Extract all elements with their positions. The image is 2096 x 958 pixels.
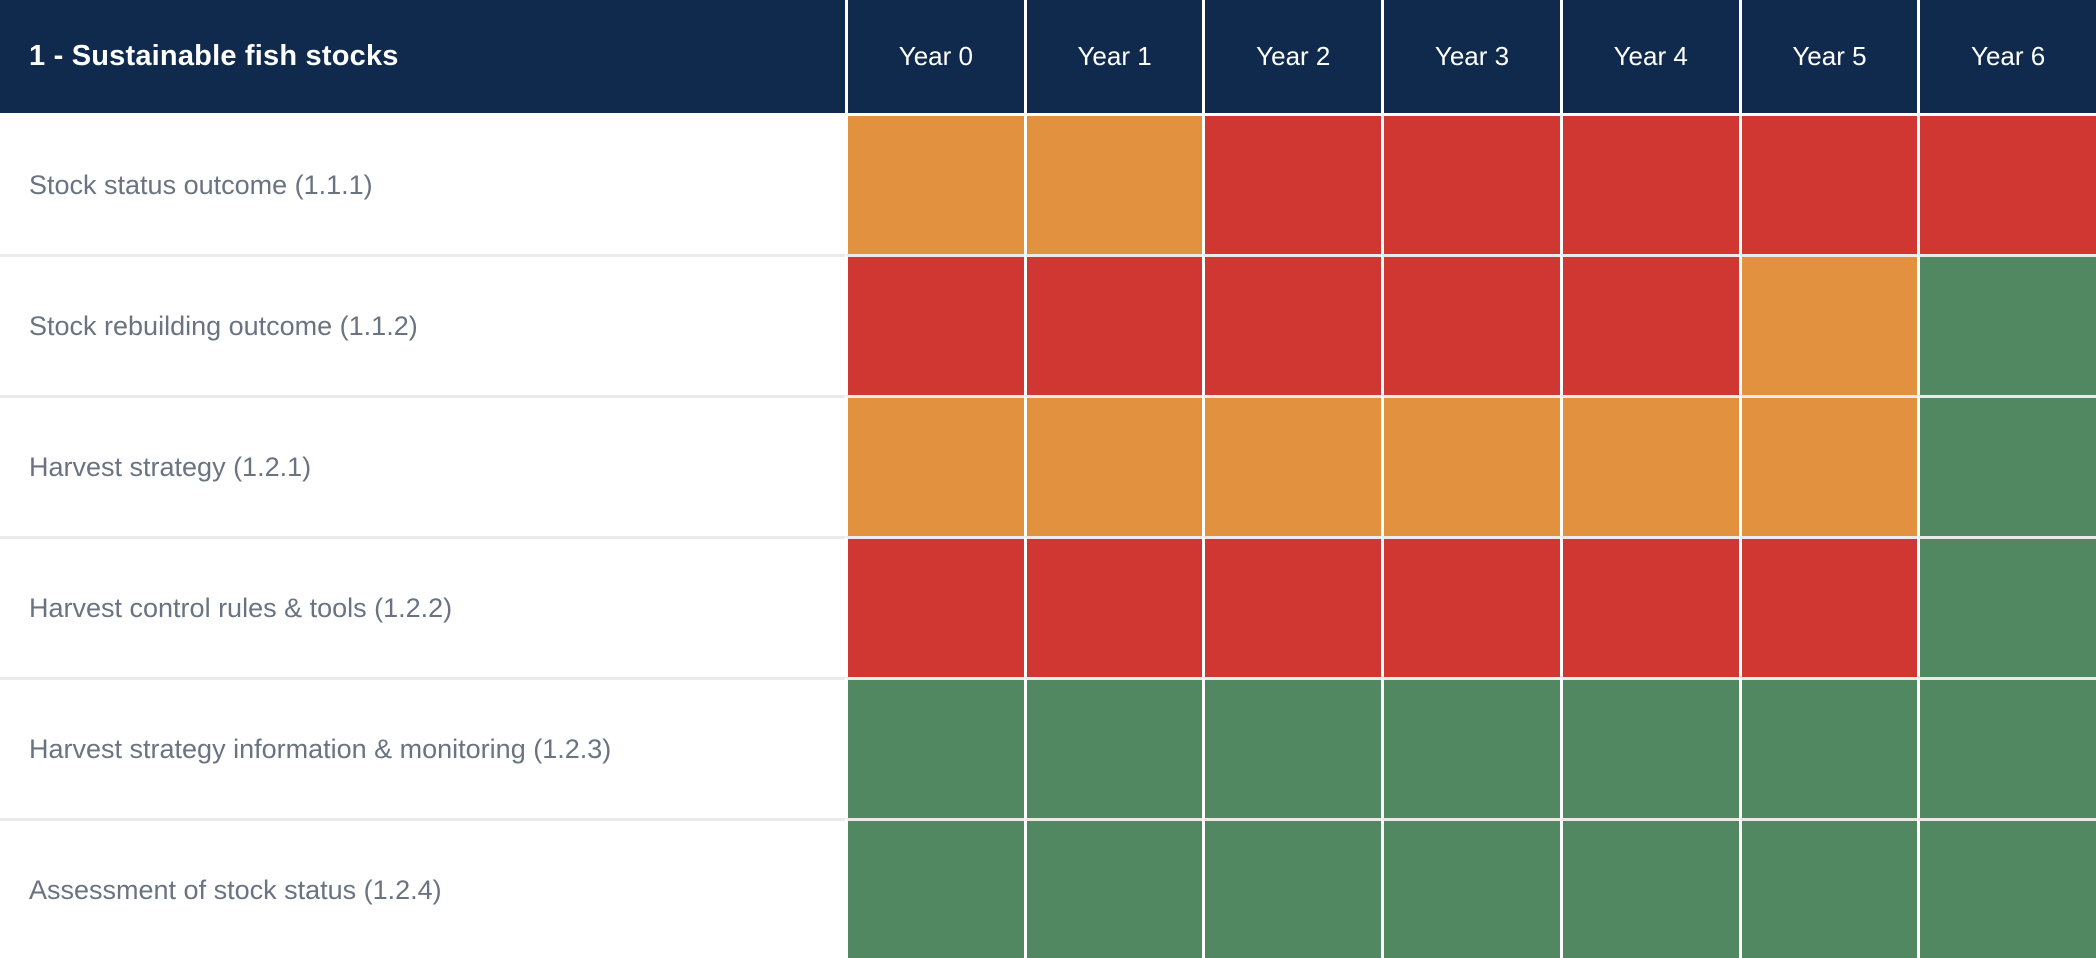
- status-cell: [1738, 818, 1918, 958]
- status-cell: [1559, 395, 1739, 536]
- column-header-year-1: Year 1: [1023, 0, 1203, 113]
- status-cell: [1381, 254, 1560, 395]
- status-cell: [1023, 395, 1203, 536]
- status-cell: [845, 395, 1024, 536]
- status-cell: [1738, 113, 1918, 254]
- status-cell: [845, 536, 1024, 677]
- table-title: 1 - Sustainable fish stocks: [0, 0, 845, 113]
- status-cell: [1023, 677, 1203, 818]
- column-header-year-4: Year 4: [1559, 0, 1739, 113]
- status-cell: [1023, 536, 1203, 677]
- status-cell: [845, 113, 1024, 254]
- status-cell: [1202, 395, 1382, 536]
- row-label: Harvest control rules & tools (1.2.2): [0, 536, 845, 677]
- status-cell: [1381, 818, 1560, 958]
- status-cell: [1559, 254, 1739, 395]
- status-cell: [1023, 113, 1203, 254]
- row-label: Harvest strategy information & monitorin…: [0, 677, 845, 818]
- status-cell: [1917, 818, 2096, 958]
- status-cell: [1202, 677, 1382, 818]
- status-cell: [1738, 677, 1918, 818]
- status-cell: [1023, 818, 1203, 958]
- status-cell: [1917, 113, 2096, 254]
- status-cell: [1381, 113, 1560, 254]
- status-cell: [1202, 536, 1382, 677]
- status-cell: [1381, 677, 1560, 818]
- row-label: Stock status outcome (1.1.1): [0, 113, 845, 254]
- column-header-year-6: Year 6: [1917, 0, 2096, 113]
- status-cell: [1738, 254, 1918, 395]
- column-header-year-5: Year 5: [1738, 0, 1918, 113]
- status-cell: [845, 677, 1024, 818]
- status-cell: [845, 818, 1024, 958]
- status-cell: [1559, 536, 1739, 677]
- status-cell: [1738, 395, 1918, 536]
- row-label: Harvest strategy (1.2.1): [0, 395, 845, 536]
- status-cell: [1202, 254, 1382, 395]
- status-cell: [845, 254, 1024, 395]
- status-cell: [1381, 536, 1560, 677]
- status-cell: [1917, 395, 2096, 536]
- status-cell: [1381, 395, 1560, 536]
- row-label: Assessment of stock status (1.2.4): [0, 818, 845, 958]
- column-header-year-0: Year 0: [845, 0, 1024, 113]
- status-cell: [1559, 677, 1739, 818]
- status-cell: [1202, 818, 1382, 958]
- column-header-year-3: Year 3: [1381, 0, 1560, 113]
- status-cell: [1917, 677, 2096, 818]
- status-cell: [1559, 113, 1739, 254]
- column-header-year-2: Year 2: [1202, 0, 1382, 113]
- status-cell: [1023, 254, 1203, 395]
- status-cell: [1738, 536, 1918, 677]
- status-cell: [1202, 113, 1382, 254]
- status-cell: [1559, 818, 1739, 958]
- status-cell: [1917, 254, 2096, 395]
- status-cell: [1917, 536, 2096, 677]
- row-label: Stock rebuilding outcome (1.1.2): [0, 254, 845, 395]
